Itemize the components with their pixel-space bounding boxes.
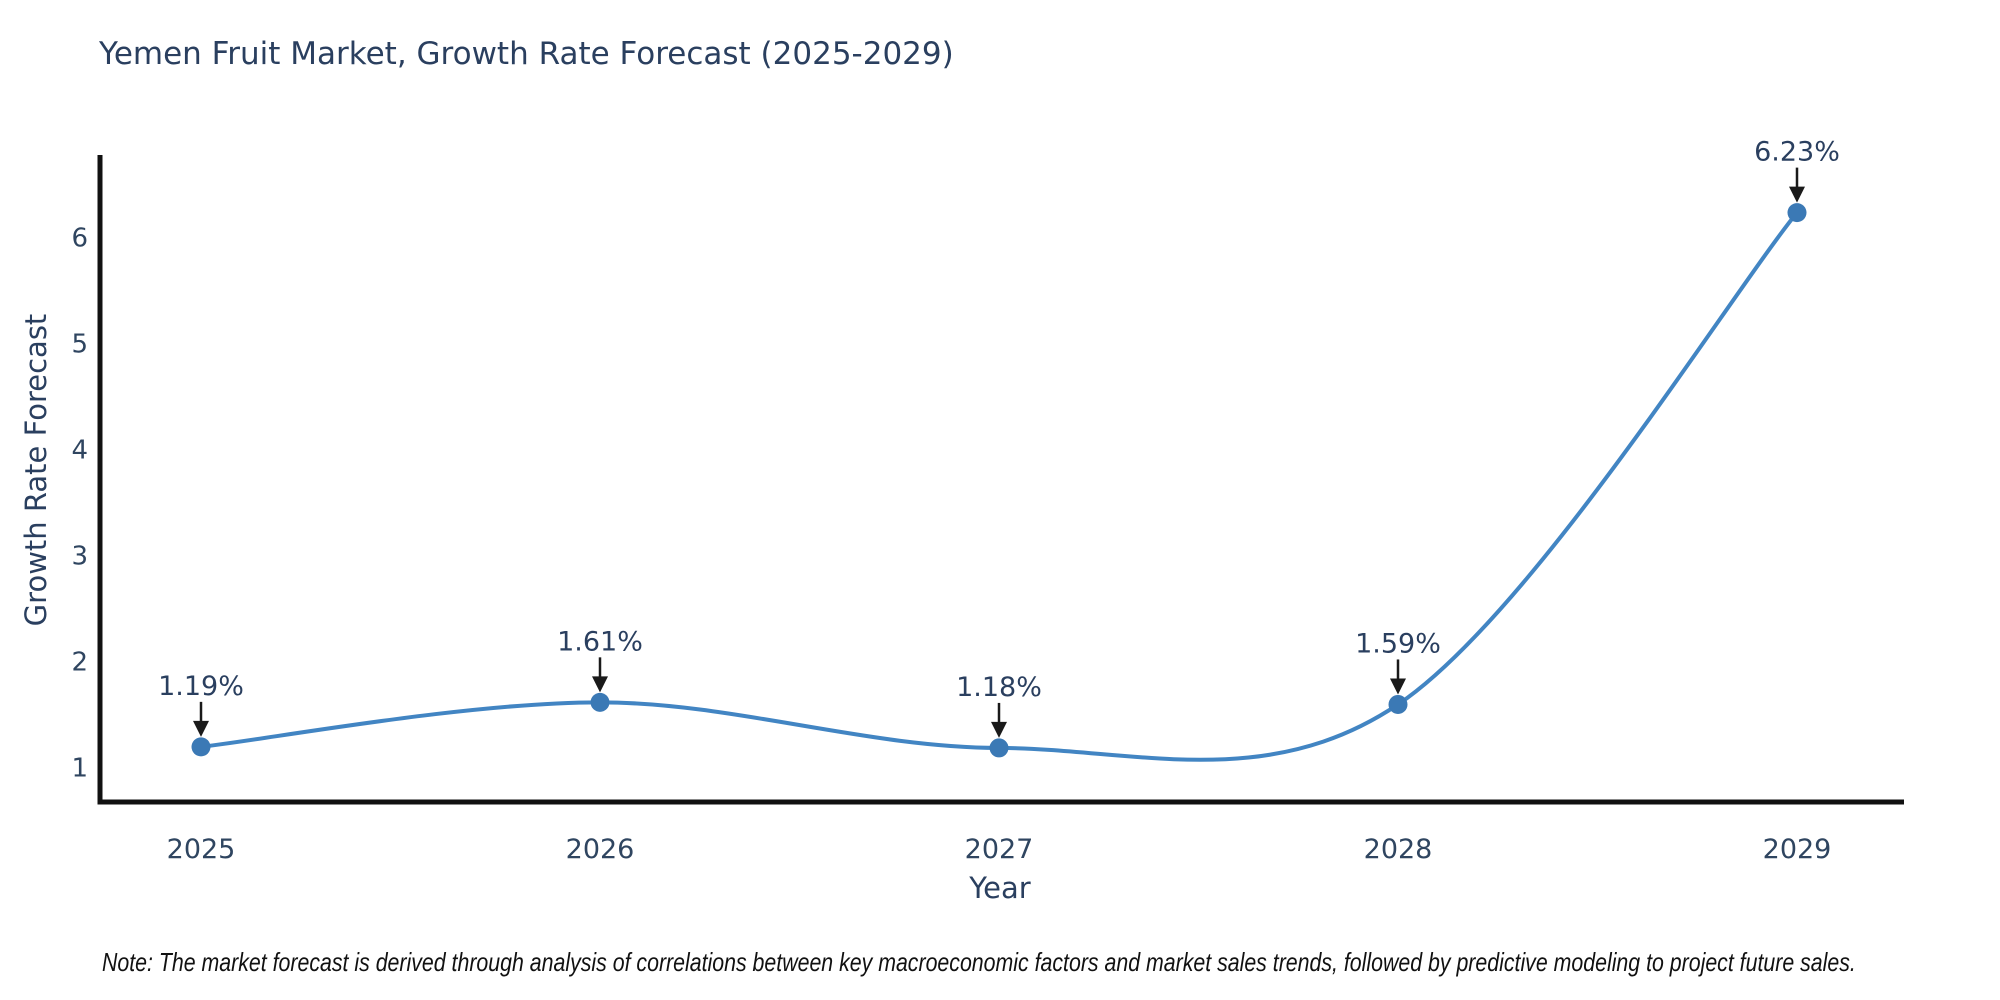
data-point-marker[interactable] (1787, 203, 1807, 223)
x-tick-label: 2027 (965, 834, 1034, 865)
footnote: Note: The market forecast is derived thr… (102, 947, 1856, 977)
y-tick-label: 2 (71, 648, 88, 678)
annotation-arrow-head (1789, 186, 1805, 203)
annotation-arrow-head (592, 676, 608, 693)
x-tick-label: 2026 (566, 834, 635, 865)
data-point-marker[interactable] (191, 737, 211, 757)
x-tick-label: 2025 (167, 834, 236, 865)
annotation-arrow-head (193, 720, 209, 737)
data-point-marker[interactable] (989, 738, 1009, 758)
x-axis-title: Year (969, 871, 1031, 905)
data-point-value-label: 1.59% (1355, 628, 1441, 659)
x-tick-label: 2028 (1364, 834, 1433, 865)
data-point-value-label: 1.19% (158, 671, 244, 702)
y-tick-label: 1 (71, 754, 88, 784)
y-tick-label: 5 (71, 330, 88, 360)
y-tick-label: 4 (71, 436, 88, 466)
x-tick-label: 2029 (1763, 834, 1832, 865)
chart-title: Yemen Fruit Market, Growth Rate Forecast… (99, 36, 954, 72)
data-point-value-label: 1.18% (956, 672, 1042, 703)
data-point-value-label: 6.23% (1754, 137, 1840, 168)
y-tick-label: 3 (71, 542, 88, 572)
data-point-value-label: 1.61% (557, 626, 643, 657)
annotation-arrow-head (1390, 678, 1406, 695)
growth-trend-line (199, 210, 1799, 762)
annotation-arrow-head (991, 721, 1007, 738)
data-point-marker[interactable] (1388, 694, 1408, 714)
y-tick-label: 6 (71, 224, 88, 254)
data-point-marker[interactable] (590, 692, 610, 712)
